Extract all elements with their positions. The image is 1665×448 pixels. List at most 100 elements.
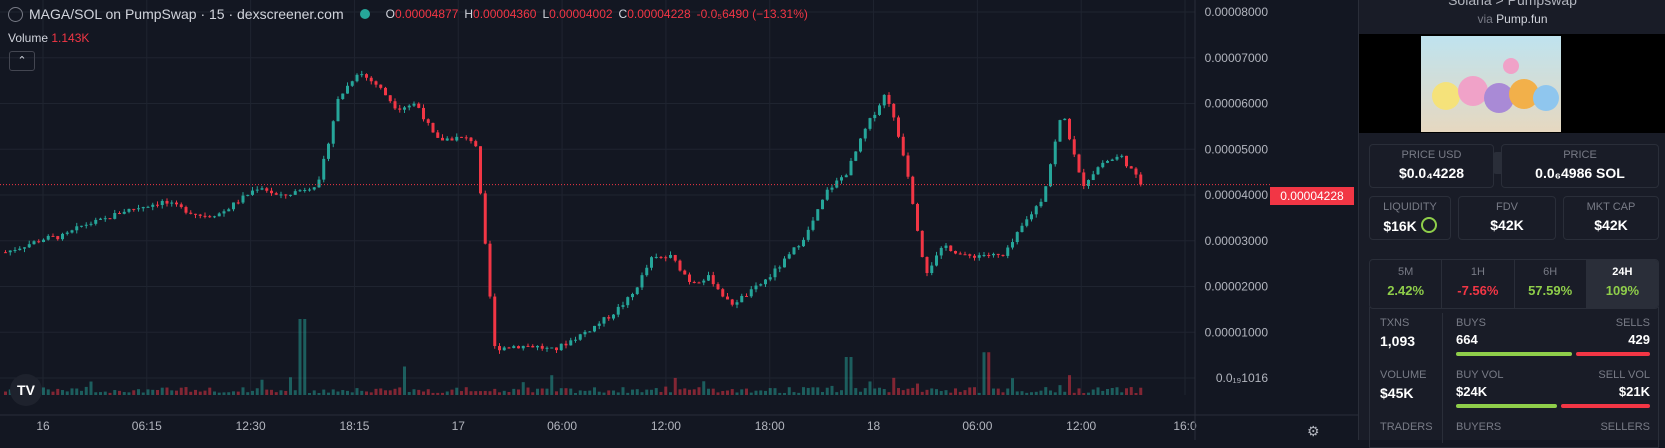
volume-bar	[1015, 391, 1019, 395]
volume-bar	[341, 390, 345, 395]
candle-body	[963, 254, 967, 256]
candle-body	[697, 282, 701, 284]
candle-body	[977, 255, 981, 258]
volume-bar	[512, 388, 516, 395]
candle-body	[574, 339, 577, 341]
settings-gear-icon[interactable]: ⚙	[1307, 423, 1320, 439]
price-chart[interactable]: 0.00008000 0.00007000 0.00006000 0.00005000…	[0, 0, 1358, 440]
volume-bar	[293, 390, 297, 395]
volume-bar	[669, 392, 672, 395]
tradingview-logo[interactable]: TV	[10, 374, 42, 406]
volume-bar	[602, 392, 606, 395]
candle-body	[393, 101, 397, 109]
ohlc-key-L: L	[542, 7, 550, 21]
volume-bar	[749, 392, 753, 395]
volume-bar	[949, 392, 953, 395]
candle-body	[650, 257, 653, 268]
volume-bar	[840, 390, 843, 395]
candle-body	[42, 239, 45, 242]
candle-body	[1096, 167, 1100, 175]
launchpad-name[interactable]: Pump.fun	[1496, 12, 1548, 26]
candle-body	[916, 203, 919, 231]
candle-body	[426, 119, 430, 123]
volume-bar	[1072, 392, 1076, 395]
candle-body	[1091, 174, 1095, 181]
candle-body	[764, 279, 767, 285]
volume-bar	[1006, 388, 1010, 395]
volume-bar	[236, 391, 240, 395]
y-tick-label: 0.00002000	[1205, 280, 1269, 294]
y-tick-label: 0.00001000	[1205, 325, 1269, 339]
candle-body	[616, 306, 620, 315]
volume-bar	[545, 388, 549, 395]
candle-body	[930, 265, 934, 274]
candle-body	[878, 105, 881, 115]
candle-body	[778, 267, 782, 269]
volume-bar	[768, 388, 772, 395]
volume-bar	[692, 389, 696, 395]
volume-bar	[1082, 392, 1086, 395]
candle-body	[279, 194, 283, 196]
volume-bar	[422, 391, 425, 395]
candle-body	[46, 235, 50, 240]
price-usd-value: $0.0₄4228	[1398, 165, 1465, 181]
candle-body	[1077, 154, 1081, 173]
via-launchpad[interactable]: via Pump.fun	[1359, 12, 1665, 26]
volume-bar	[255, 388, 259, 395]
candle-body	[194, 213, 197, 215]
candle-body	[1044, 186, 1048, 202]
volume-bar	[664, 386, 668, 395]
tab-5m[interactable]: 5M 2.42%	[1370, 260, 1443, 308]
collapse-legend-button[interactable]: ⌃	[9, 51, 35, 71]
volume-bar	[935, 389, 938, 395]
volume-bar	[222, 392, 226, 395]
candlestick-chart-svg[interactable]: 0.00008000 0.00007000 0.00006000 0.00005000…	[0, 0, 1358, 440]
volume-bar	[882, 389, 886, 395]
volume-bar	[65, 391, 69, 395]
candle-body	[982, 254, 986, 256]
chain-name[interactable]: Solana	[1448, 0, 1492, 8]
candle-body	[160, 200, 164, 206]
candle-body	[374, 81, 378, 85]
price-sol-label: PRICE	[1563, 149, 1597, 161]
tab-1h[interactable]: 1H -7.56%	[1442, 260, 1515, 308]
candle-body	[1115, 156, 1119, 160]
volume-bar	[688, 389, 691, 395]
traders-label: TRADERS	[1380, 421, 1433, 433]
lock-icon[interactable]	[1420, 217, 1437, 233]
candle-body	[355, 74, 359, 82]
volume-bar	[151, 389, 155, 395]
volume-bar	[365, 391, 368, 395]
candle-body	[464, 137, 468, 139]
chain-dex-links[interactable]: Solana > Pumpswap	[1359, 0, 1665, 8]
candle-body	[944, 245, 948, 248]
volume-bar	[996, 388, 1000, 395]
dex-name[interactable]: Pumpswap	[1507, 0, 1577, 8]
tab-24h[interactable]: 24H 109%	[1586, 260, 1658, 308]
candle-body	[602, 317, 606, 324]
buys-value: 664	[1456, 332, 1478, 347]
volume-bar	[621, 387, 625, 395]
candle-body	[830, 187, 834, 190]
ohlc-value-L: 0.00004002	[549, 7, 613, 21]
candle-body	[203, 215, 207, 217]
candle-body	[721, 289, 725, 297]
candle-body	[811, 220, 815, 230]
volume-bar	[1030, 392, 1033, 395]
candle-body	[327, 143, 330, 159]
volume-bar	[987, 352, 991, 395]
candle-body	[526, 345, 530, 347]
volume-bar	[498, 392, 501, 395]
candle-body	[664, 257, 668, 259]
candle-body	[882, 94, 886, 106]
candle-body	[346, 85, 349, 94]
volume-bar	[474, 391, 478, 395]
x-tick-label: 06:00	[962, 419, 992, 433]
volume-bar	[897, 388, 900, 395]
candle-body	[498, 346, 501, 351]
candle-body	[1087, 180, 1090, 186]
tab-6h[interactable]: 6H 57.59%	[1515, 260, 1587, 308]
candle-body	[849, 160, 853, 176]
volume-bar	[944, 390, 948, 395]
volume-bar	[146, 389, 150, 395]
